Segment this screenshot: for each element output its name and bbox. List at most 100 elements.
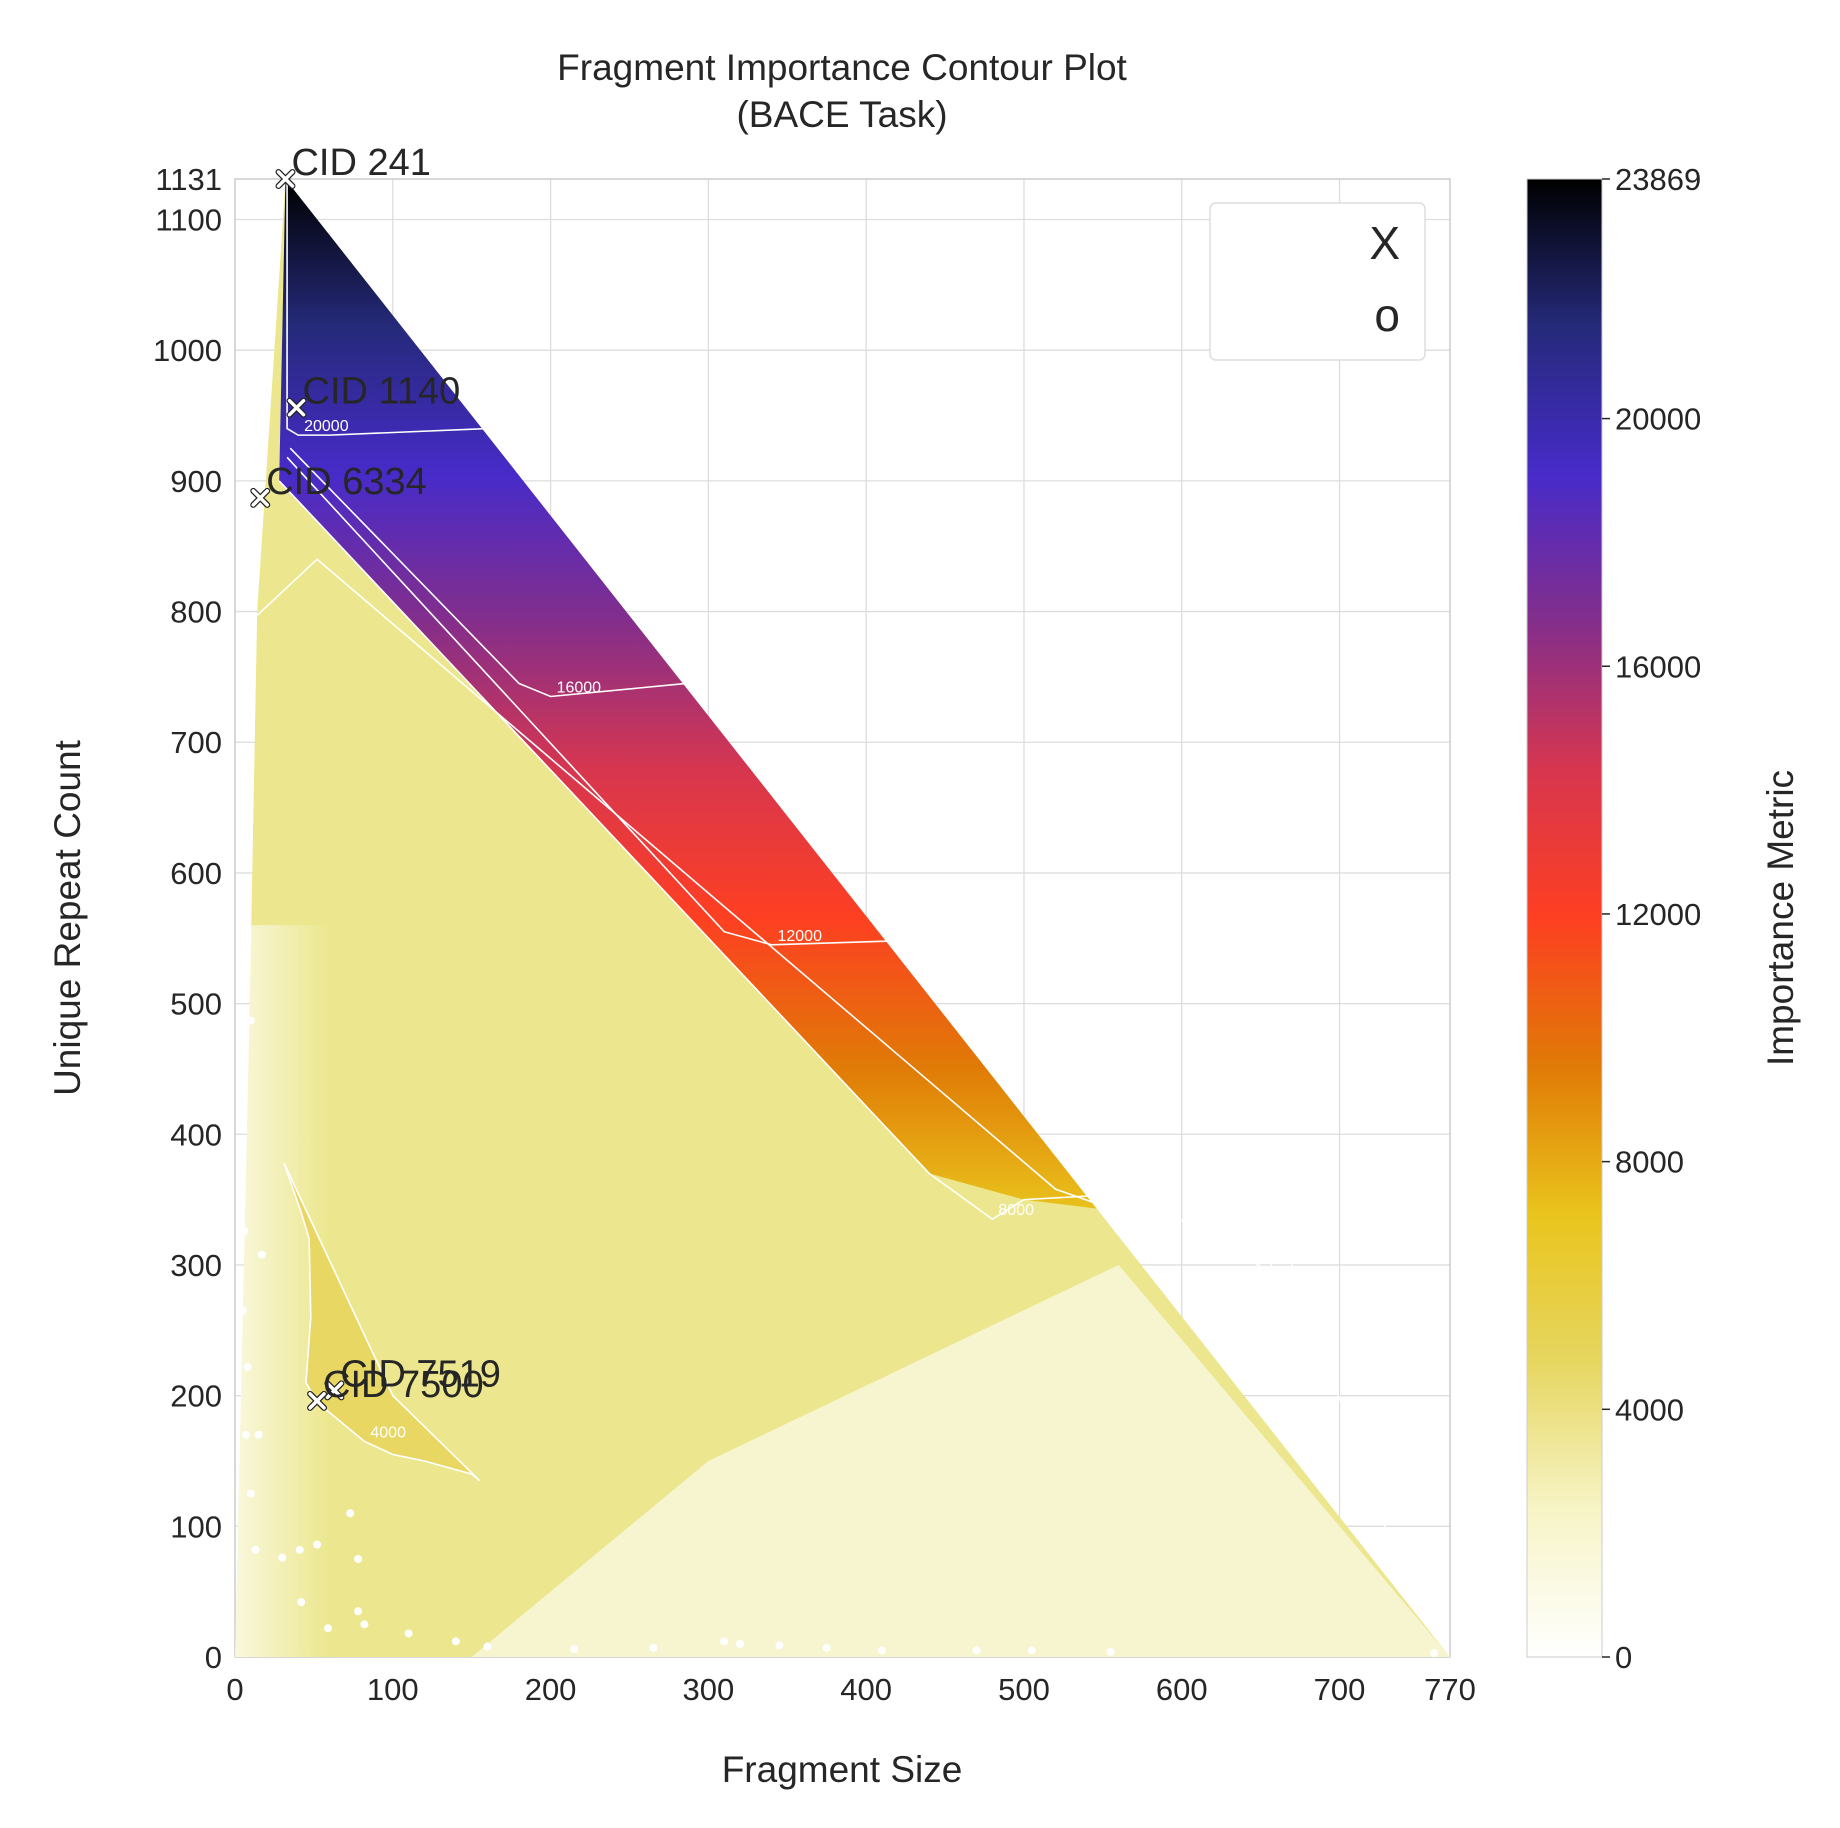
y-tick-label: 200: [170, 1379, 222, 1414]
contour-line: [286, 456, 898, 946]
x-tick-label: 770: [1424, 1672, 1476, 1707]
scatter-point: [238, 1306, 247, 1315]
y-tick-label: 300: [170, 1248, 222, 1283]
annotation-marker: [307, 1390, 328, 1411]
x-tick-label: 200: [525, 1672, 577, 1707]
chart-title: Fragment Importance Contour Plot (BACE T…: [557, 47, 1127, 135]
colorbar: 0 4000 8000 12000 16000 20000 23869 Importance…: [1526, 162, 1801, 1675]
annotation-label: CID 241: [291, 142, 430, 184]
annotation-marker: [324, 1380, 345, 1401]
x-tick-label: 300: [683, 1672, 735, 1707]
scatter-point: [278, 1553, 287, 1562]
x-tick-label: 500: [998, 1672, 1050, 1707]
scatter-point: [775, 1641, 784, 1650]
scatter-points: [238, 1016, 1439, 1658]
scatter-point: [972, 1646, 981, 1655]
scatter-point: [254, 1430, 263, 1439]
scatter-point: [295, 1545, 304, 1554]
legend-box: [1209, 202, 1426, 361]
scatter-point: [822, 1643, 831, 1652]
scatter-point: [313, 1540, 322, 1549]
scatter-point: [354, 1607, 363, 1616]
y-axis-label: Unique Repeat Count: [47, 739, 88, 1096]
contour-label: 4000: [370, 1424, 406, 1441]
y-tick-label: 100: [170, 1509, 222, 1544]
contour-label: 16000: [557, 679, 602, 696]
colorbar-tick-label: 16000: [1615, 649, 1701, 684]
contour-label: 8000: [998, 1202, 1034, 1219]
x-tick-label: 400: [840, 1672, 892, 1707]
legend-entry-x: X: [1369, 217, 1400, 269]
scatter-point: [720, 1637, 729, 1646]
scatter-point: [483, 1642, 492, 1651]
contour-line: [283, 1162, 481, 1482]
low-importance-fade: [471, 1264, 1450, 1657]
y-tick-label: 0: [205, 1640, 222, 1675]
scatter-point: [1027, 1646, 1036, 1655]
importance-island: [283, 1163, 480, 1481]
colorbar-tick-label: 12000: [1615, 897, 1701, 932]
contour-lines: 4000 8000 12000 16000 20000 4000: [256, 179, 1417, 1613]
scatter-point: [877, 1646, 886, 1655]
scatter-point: [242, 1430, 251, 1439]
contour-line: [278, 480, 1096, 1221]
annotation-label: CID 7519: [340, 1353, 501, 1395]
y-axis-ticks: 0 100 200 300 400 500 600 700 800 900 1000 1100 1131: [153, 162, 222, 1675]
y-tick-label: 900: [170, 464, 222, 499]
scatter-point: [1106, 1647, 1115, 1656]
annotation-label: CID 1140: [303, 371, 461, 413]
x-tick-label: 700: [1314, 1672, 1366, 1707]
annotation-marker: [286, 397, 307, 418]
y-tick-label: 400: [170, 1117, 222, 1152]
scatter-point: [735, 1639, 744, 1648]
scatter-point: [570, 1645, 579, 1654]
scatter-point: [240, 1226, 249, 1235]
scatter-point: [649, 1643, 658, 1652]
colorbar-tick-label: 4000: [1615, 1392, 1684, 1427]
y-tick-label: 1100: [155, 203, 222, 238]
contour-label: 4000: [1188, 1204, 1224, 1221]
y-tick-label: 700: [170, 725, 222, 760]
scatter-point: [354, 1554, 363, 1563]
colorbar-tick-label: 20000: [1615, 402, 1701, 437]
x-tick-label: 0: [226, 1672, 243, 1707]
annotation-marker: [250, 487, 271, 508]
colorbar-tick-label: 23869: [1615, 162, 1701, 197]
legend-entry-o: o: [1374, 289, 1400, 341]
chart-title-line1: Fragment Importance Contour Plot: [557, 47, 1127, 88]
colorbar-tick-label: 0: [1615, 1640, 1632, 1675]
contour-line: [256, 558, 1417, 1613]
chart-title-line2: (BACE Task): [736, 94, 947, 135]
x-axis-ticks: 0 100 200 300 400 500 600 700 770: [226, 1672, 1475, 1707]
scatter-point: [360, 1620, 369, 1629]
contour-fill: [235, 179, 1450, 1657]
x-axis-label: Fragment Size: [722, 1749, 963, 1790]
scatter-point: [1430, 1649, 1439, 1658]
contour-line: [289, 447, 687, 698]
scatter-point: [451, 1637, 460, 1646]
x-tick-label: 600: [1156, 1672, 1208, 1707]
colorbar-tick-label: 8000: [1615, 1145, 1684, 1180]
colorbar-gradient: [1526, 178, 1603, 1658]
contour-label: 12000: [777, 928, 822, 945]
scatter-point: [297, 1598, 306, 1607]
scatter-point: [243, 1362, 252, 1371]
high-importance-band: [279, 179, 1450, 1657]
scatter-point: [251, 1545, 260, 1554]
y-tick-label: 500: [170, 987, 222, 1022]
colorbar-label: Importance Metric: [1760, 770, 1801, 1066]
legend: X o: [1209, 202, 1426, 361]
x-tick-label: 100: [367, 1672, 419, 1707]
annotation-label: CID 6334: [266, 461, 427, 503]
scatter-point: [257, 1250, 266, 1259]
scatter-point: [404, 1629, 413, 1638]
annotation-marker: [275, 169, 296, 189]
y-tick-label: 1000: [153, 333, 222, 368]
y-tick-label: 800: [170, 595, 222, 630]
contour-line: [286, 179, 488, 436]
annotation-label: CID 7500: [323, 1364, 484, 1406]
scatter-point: [246, 1016, 255, 1025]
y-tick-label: 1131: [155, 162, 222, 197]
